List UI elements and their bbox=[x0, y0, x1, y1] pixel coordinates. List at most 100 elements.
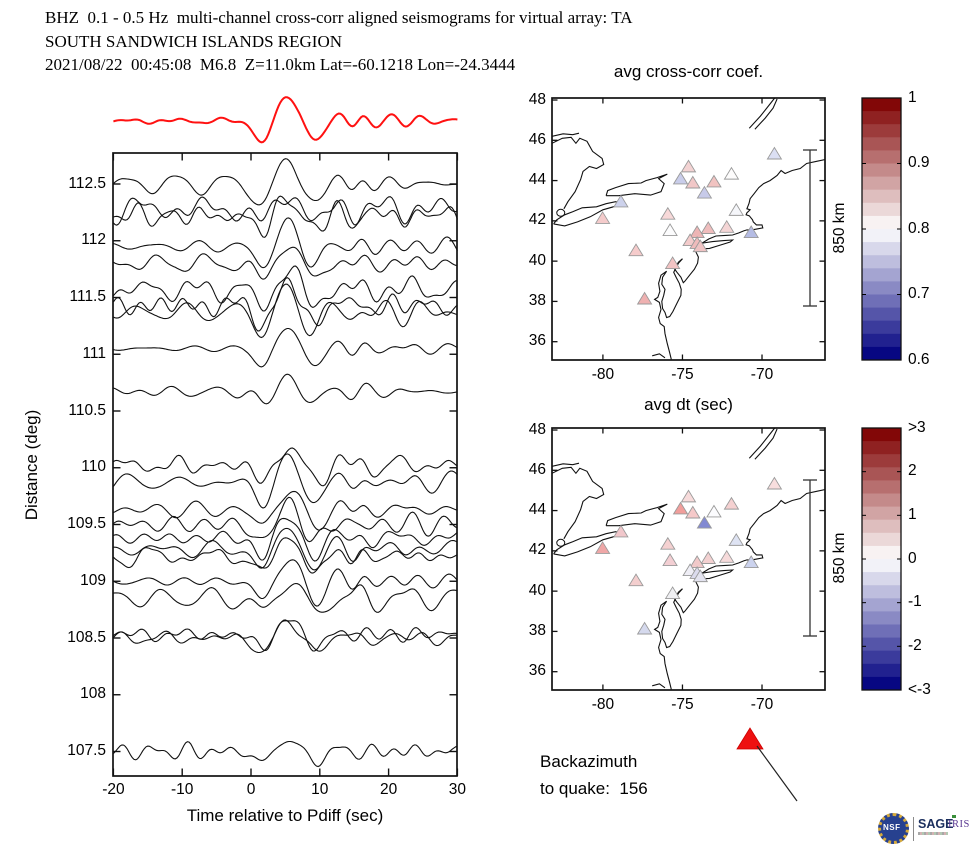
map-y-tick-label: 36 bbox=[528, 662, 546, 680]
colorbar-band bbox=[862, 346, 901, 361]
sage-logo-text: SAGE bbox=[918, 817, 954, 831]
colorbar-band bbox=[862, 559, 901, 573]
seismogram-trace bbox=[113, 490, 458, 531]
map-y-tick-label: 48 bbox=[528, 420, 546, 438]
colorbar-tick-label: 0 bbox=[908, 549, 917, 567]
seismogram-trace bbox=[112, 453, 458, 509]
colorbar-tick-label: 0.8 bbox=[908, 219, 930, 237]
sage-iris-logo: NSF SAGE IRIS bbox=[876, 810, 970, 848]
station-marker bbox=[723, 496, 740, 510]
colorbar-band bbox=[862, 441, 901, 455]
colorbar-band bbox=[862, 333, 901, 348]
seismogram-trace bbox=[113, 246, 458, 280]
seis-y-tick-label: 111.5 bbox=[69, 288, 107, 305]
coastline-path bbox=[748, 427, 776, 459]
station-marker bbox=[628, 573, 644, 587]
colorbar-band bbox=[862, 229, 901, 243]
map-y-tick-label: 40 bbox=[528, 581, 546, 599]
seis-x-tick-label: 0 bbox=[246, 781, 256, 798]
coastline-path bbox=[652, 683, 666, 689]
coastline-path bbox=[605, 173, 668, 197]
colorbar-band bbox=[862, 268, 901, 282]
colorbar-band bbox=[862, 467, 901, 481]
seismogram-trace bbox=[113, 559, 458, 607]
station-marker bbox=[766, 476, 783, 490]
seis-y-tick-label: 108 bbox=[80, 685, 106, 703]
header-line-region: SOUTH SANDWICH ISLANDS REGION bbox=[45, 31, 343, 51]
header-line-event: 2021/08/22 00:45:08 M6.8 Z=11.0km Lat=-6… bbox=[45, 55, 516, 74]
coastline-path bbox=[652, 353, 666, 359]
station-marker bbox=[660, 206, 676, 220]
station-marker bbox=[672, 501, 689, 515]
seismogram-trace bbox=[113, 283, 458, 339]
coastline-path bbox=[754, 428, 778, 460]
seis-y-tick-label: 108.5 bbox=[67, 628, 106, 646]
iris-logo-text: IRIS bbox=[948, 819, 970, 830]
map-x-tick-label: -80 bbox=[591, 696, 615, 713]
station-marker bbox=[685, 175, 701, 189]
station-marker bbox=[613, 194, 629, 208]
station-marker bbox=[766, 146, 783, 160]
coastline-path bbox=[748, 97, 776, 129]
seis-x-tick-label: 20 bbox=[379, 781, 398, 798]
map-x-tick-label: -80 bbox=[591, 366, 615, 383]
seismogram-trace bbox=[112, 265, 458, 312]
station-marker bbox=[685, 505, 701, 519]
coastline-path bbox=[552, 132, 580, 137]
station-marker bbox=[743, 225, 759, 238]
seis-y-tick-label: 109.5 bbox=[67, 515, 106, 532]
colorbar-band bbox=[862, 493, 901, 508]
seismogram-trace bbox=[113, 620, 458, 652]
lake-icon bbox=[556, 538, 566, 547]
seismogram-trace bbox=[113, 217, 458, 269]
figure-header: BHZ 0.1 - 0.5 Hz multi-channel cross-cor… bbox=[45, 6, 633, 77]
colorbar-band bbox=[862, 150, 901, 164]
map-axes-box bbox=[551, 427, 826, 691]
station-marker bbox=[664, 256, 681, 270]
seis-y-tick-label: 112 bbox=[81, 231, 106, 249]
colorbar-band bbox=[862, 585, 901, 599]
colorbar-band bbox=[862, 624, 901, 639]
seis-y-tick-label: 112.5 bbox=[68, 174, 106, 192]
seismogram-trace bbox=[113, 158, 458, 206]
scale-bar-label-dt: 850 km bbox=[831, 532, 848, 584]
seismogram-trace bbox=[113, 619, 458, 654]
colorbar-band bbox=[862, 663, 901, 678]
lake-icon bbox=[556, 208, 566, 217]
station-marker bbox=[613, 524, 629, 538]
iris-logo-mark-icon bbox=[952, 815, 956, 818]
station-marker bbox=[723, 166, 740, 180]
coastline-path bbox=[552, 462, 580, 467]
station-marker bbox=[692, 239, 709, 253]
station-marker bbox=[660, 536, 676, 550]
station-marker bbox=[718, 219, 735, 233]
colorbar-band bbox=[862, 176, 901, 191]
quake-triangle-icon bbox=[736, 727, 764, 750]
colorbar-band bbox=[862, 98, 901, 112]
station-marker bbox=[728, 203, 745, 216]
map-axes-box bbox=[551, 97, 826, 361]
seismogram-trace bbox=[113, 537, 458, 574]
colorbar-band bbox=[862, 137, 901, 151]
nsf-seal-icon bbox=[878, 813, 909, 844]
seismogram-trace bbox=[113, 327, 458, 368]
station-marker bbox=[692, 569, 709, 583]
colorbar-band bbox=[862, 676, 901, 691]
seis-y-tick-label: 109 bbox=[80, 571, 106, 589]
colorbar-band bbox=[862, 480, 901, 494]
map-x-tick-label: -70 bbox=[750, 366, 774, 383]
colorbar-band bbox=[862, 202, 901, 217]
station-marker bbox=[672, 171, 689, 185]
coastline-path bbox=[553, 531, 622, 557]
coastline-path bbox=[552, 466, 605, 540]
map-y-tick-label: 36 bbox=[528, 332, 546, 350]
map-x-tick-label: -70 bbox=[750, 696, 774, 713]
colorbar-band bbox=[862, 242, 901, 256]
map-y-tick-label: 48 bbox=[528, 90, 546, 108]
colorbar-band bbox=[862, 637, 901, 652]
seismogram-trace bbox=[113, 582, 458, 613]
station-marker bbox=[743, 555, 759, 568]
coastline-path bbox=[553, 201, 622, 227]
seis-axes-box bbox=[112, 152, 458, 777]
